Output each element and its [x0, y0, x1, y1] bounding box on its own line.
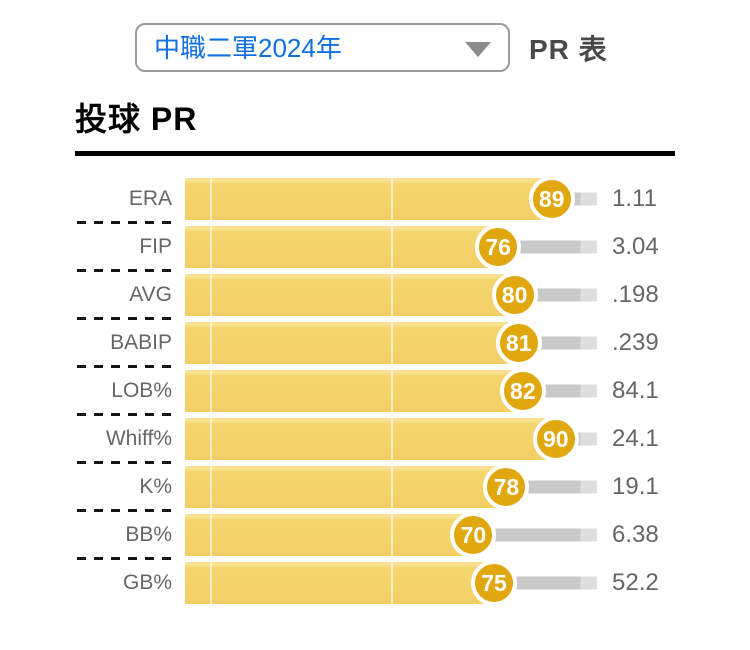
row-separator [77, 221, 178, 224]
row-separator [77, 461, 178, 464]
pr-bar-fill [185, 274, 515, 316]
section-title: 投球 PR [75, 101, 198, 137]
pr-badge: 78 [483, 464, 530, 510]
pr-bar-fill [185, 322, 519, 364]
stat-label: BABIP [110, 331, 172, 354]
bar-gridline [209, 274, 212, 316]
bar-gridline [209, 322, 212, 364]
pr-bar-row: ERA 89 1.11 [75, 175, 685, 223]
bar-gridline [391, 370, 393, 412]
bar-gridline [209, 514, 212, 556]
pr-badge: 89 [528, 176, 575, 222]
pr-bar-row: FIP 76 3.04 [75, 223, 685, 271]
pr-badge: 70 [450, 512, 497, 558]
section-title-block: 投球 PR [75, 94, 675, 156]
pr-bar-fill [185, 418, 556, 460]
row-separator [77, 269, 178, 272]
bar-gridline [209, 178, 212, 220]
pr-bar-track: 82 [185, 368, 597, 414]
pr-bar-row: BB% 70 6.38 [75, 511, 685, 559]
pitching-pr-chart: ERA 89 1.11 FIP 76 3.04 AVG 80 .198 BABI… [75, 175, 685, 607]
row-separator [77, 365, 178, 368]
pr-bar-track: 80 [185, 272, 597, 318]
pr-bar-fill [185, 226, 499, 268]
pr-badge: 76 [475, 224, 522, 270]
caret-down-icon [465, 41, 491, 57]
pr-bar-row: GB% 75 52.2 [75, 559, 685, 607]
stat-value: .198 [612, 281, 659, 308]
bar-gridline [209, 562, 212, 604]
pr-badge: 82 [499, 368, 546, 414]
stat-label: BB% [125, 523, 172, 546]
pr-badge: 80 [491, 272, 538, 318]
stat-value: .239 [612, 329, 659, 356]
row-separator [77, 317, 178, 320]
pr-bar-fill [185, 514, 474, 556]
season-dropdown[interactable]: 中職二軍2024年 [135, 23, 510, 72]
row-separator [77, 509, 178, 512]
pr-bar-row: K% 78 19.1 [75, 463, 685, 511]
stat-label: Whiff% [105, 427, 172, 450]
pr-badge: 75 [471, 560, 517, 606]
pr-bar-row: Whiff% 90 24.1 [75, 415, 685, 463]
stat-label: GB% [122, 571, 172, 594]
bar-gridline [209, 226, 212, 268]
pr-bar-row: AVG 80 .198 [75, 271, 685, 319]
pr-bar-fill [185, 466, 507, 508]
bar-gridline [391, 226, 393, 268]
bar-gridline [209, 466, 212, 508]
pr-bar-track: 90 [185, 416, 597, 462]
bar-gridline [391, 274, 393, 316]
pr-bar-track: 89 [185, 176, 597, 222]
pr-bar-track: 75 [185, 560, 597, 606]
pr-bar-track: 78 [185, 464, 597, 510]
stat-label: ERA [128, 187, 172, 210]
bar-gridline [209, 370, 212, 412]
stat-value: 6.38 [612, 521, 659, 548]
stat-value: 24.1 [612, 425, 659, 452]
bar-gridline [391, 322, 393, 364]
pr-bar-track: 70 [185, 512, 597, 558]
bar-gridline [391, 562, 393, 604]
pr-bar-track: 76 [185, 224, 597, 270]
stat-value: 3.04 [612, 233, 659, 260]
bar-gridline [391, 178, 393, 220]
stat-label: K% [139, 475, 172, 498]
stat-value: 1.11 [612, 185, 657, 212]
season-dropdown-value: 中職二軍2024年 [154, 32, 342, 63]
row-separator [77, 557, 178, 560]
header: 中職二軍2024年 PR 表 [135, 23, 608, 72]
pr-bar-row: BABIP 81 .239 [75, 319, 685, 367]
pr-bar-fill [185, 562, 494, 604]
bar-gridline [391, 418, 393, 460]
pr-bar-fill [185, 178, 552, 220]
row-separator [77, 413, 178, 416]
stat-value: 52.2 [612, 569, 659, 596]
stat-label: FIP [139, 235, 172, 258]
pr-bar-fill [185, 370, 523, 412]
pr-badge: 90 [532, 416, 579, 462]
pr-table-label: PR 表 [529, 33, 608, 65]
bar-gridline [391, 514, 393, 556]
bar-gridline [391, 466, 393, 508]
stat-label: AVG [129, 283, 172, 306]
stat-value: 84.1 [612, 377, 659, 404]
pr-bar-track: 81 [185, 320, 597, 366]
stat-value: 19.1 [612, 473, 659, 500]
pr-bar-row: LOB% 82 84.1 [75, 367, 685, 415]
pr-badge: 81 [495, 320, 542, 366]
bar-gridline [209, 418, 212, 460]
stat-label: LOB% [111, 379, 172, 402]
